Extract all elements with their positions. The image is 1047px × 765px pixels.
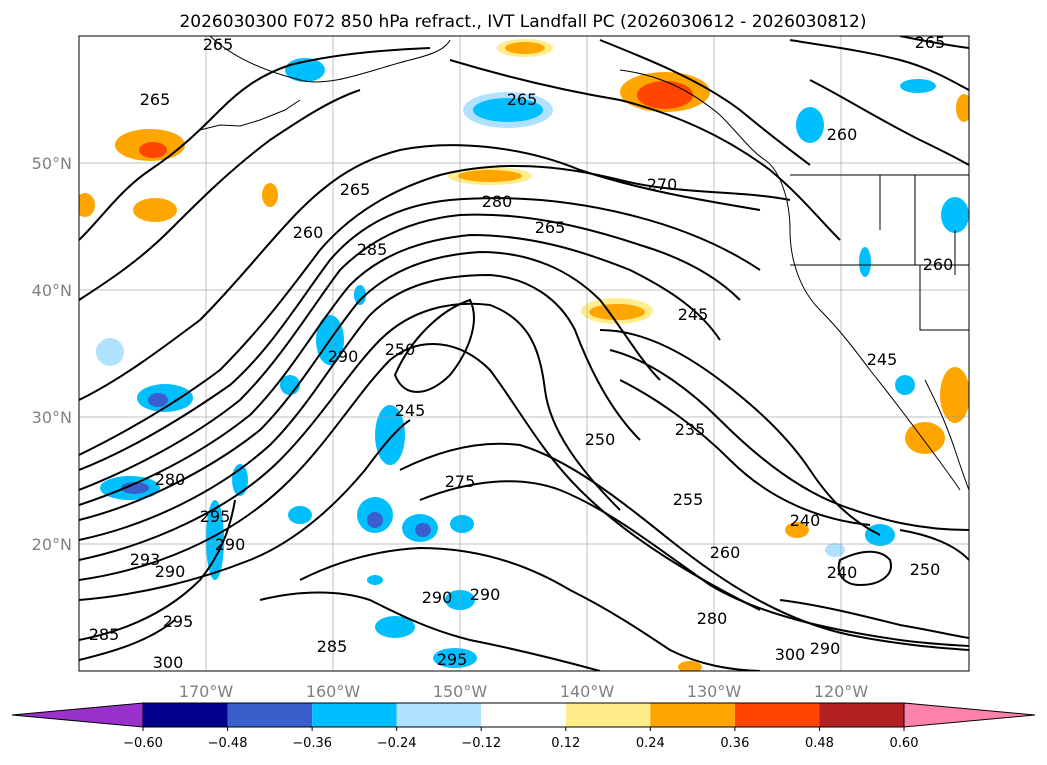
contour-label: 265 (203, 35, 234, 54)
lon-label: 120°W (814, 682, 869, 701)
colorbar: −0.60 −0.48 −0.36 −0.24 −0.12 0.12 0.24 0.36 0.4… (11, 702, 1036, 751)
contour-label: 275 (445, 472, 476, 491)
contour-label: 290 (810, 639, 841, 658)
lat-label: 30°N (32, 408, 72, 427)
colorbar-tick-label: −0.24 (377, 736, 417, 751)
contour-label: 260 (827, 125, 858, 144)
lon-label: 170°W (179, 682, 234, 701)
contour-label: 265 (535, 218, 566, 237)
colorbar-swatch (734, 703, 820, 727)
contour-label: 290 (470, 585, 501, 604)
contour-label: 290 (155, 562, 186, 581)
contour-label: 270 (647, 175, 678, 194)
contour-label: 260 (923, 255, 954, 274)
contour-label-group: 265 265 265 265 260 260 265 285 280 270 … (89, 33, 954, 672)
contour-label: 285 (317, 637, 348, 656)
contour-label: 240 (790, 511, 821, 530)
coastlines (199, 36, 969, 491)
colorbar-tick-label: −0.48 (208, 736, 248, 751)
contour-label: 250 (585, 430, 616, 449)
colorbar-tick-label: −0.36 (292, 736, 332, 751)
map-title: 2026030300 F072 850 hPa refract., IVT La… (179, 12, 866, 32)
map-frame (78, 35, 970, 672)
contour-label: 280 (697, 609, 728, 628)
contour-label: 290 (328, 347, 359, 366)
contour-label: 295 (200, 507, 231, 526)
contour-label: 260 (710, 543, 741, 562)
colorbar-swatch (227, 703, 313, 727)
lon-label: 150°W (433, 682, 488, 701)
contour-label: 290 (422, 588, 453, 607)
contour-label: 250 (385, 340, 416, 359)
colorbar-tick-label: −0.12 (461, 736, 501, 751)
contour-label: 300 (153, 653, 184, 672)
colorbar-extend-high (903, 702, 1036, 728)
contour-label: 255 (673, 490, 704, 509)
contour-label: 285 (357, 240, 388, 259)
lon-label: 140°W (560, 682, 615, 701)
colorbar-extend-low (11, 702, 144, 728)
colorbar-tick-label: 0.48 (805, 736, 834, 751)
contour-label: 265 (507, 90, 538, 109)
map-area: 265 265 265 265 260 260 265 285 280 270 … (79, 33, 969, 672)
contour-label: 240 (827, 563, 858, 582)
lat-label: 20°N (32, 535, 72, 554)
contour-label: 280 (482, 192, 513, 211)
lat-label: 50°N (32, 154, 72, 173)
contour-label: 260 (293, 223, 324, 242)
contour-label: 295 (163, 612, 194, 631)
colorbar-swatch (396, 703, 482, 727)
colorbar-swatch (312, 703, 397, 727)
contour-label: 265 (915, 33, 946, 52)
contour-label: 245 (867, 350, 898, 369)
colorbar-swatch (565, 703, 651, 727)
colorbar-tick-label: 0.60 (890, 736, 919, 751)
colorbar-swatch (143, 703, 228, 727)
colorbar-swatch (650, 703, 735, 727)
lon-label: 130°W (687, 682, 742, 701)
contour-label: 265 (340, 180, 371, 199)
contour-label: 280 (155, 470, 186, 489)
contour-label: 250 (910, 560, 941, 579)
longitude-labels: 170°W 160°W 150°W 140°W 130°W 120°W (179, 682, 869, 701)
colorbar-tick-label: 0.24 (636, 736, 665, 751)
lon-label: 160°W (306, 682, 361, 701)
contour-label: 295 (437, 650, 468, 669)
colorbar-swatch (481, 703, 566, 727)
contour-label: 285 (89, 625, 120, 644)
contour-label: 290 (215, 535, 246, 554)
contour-label: 235 (675, 420, 706, 439)
contour-label: 300 (775, 645, 806, 664)
latitude-labels: 50°N 40°N 30°N 20°N (32, 154, 72, 554)
shading-layer (79, 39, 969, 671)
colorbar-swatch (819, 703, 904, 727)
colorbar-outline (142, 702, 905, 728)
contour-lines (79, 36, 969, 671)
colorbar-tick-label: −0.60 (123, 736, 163, 751)
colorbar-tick-label: 0.36 (720, 736, 749, 751)
contour-label: 265 (140, 90, 171, 109)
contour-label: 245 (678, 305, 709, 324)
contour-label: 293 (130, 550, 161, 569)
contour-label: 245 (395, 401, 426, 420)
lat-label: 40°N (32, 281, 72, 300)
colorbar-tick-label: 0.12 (551, 736, 580, 751)
